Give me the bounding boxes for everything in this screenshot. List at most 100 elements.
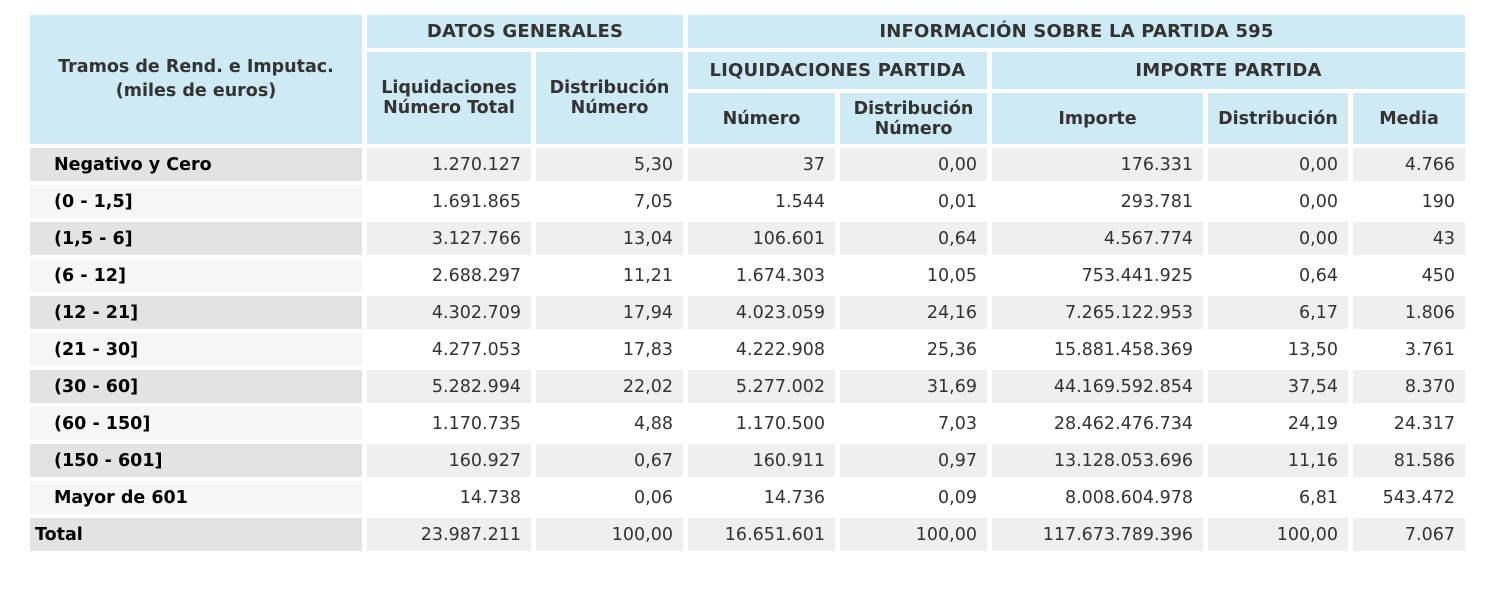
group-header-liquidaciones-partida: LIQUIDACIONES PARTIDA bbox=[688, 52, 987, 89]
table-row: (150 - 601] 160.927 0,67 160.911 0,97 13.128.… bbox=[30, 444, 1465, 477]
value-cell: 0,97 bbox=[840, 444, 987, 477]
value-cell: 17,94 bbox=[536, 296, 683, 329]
value-cell: 10,05 bbox=[840, 259, 987, 292]
value-cell: 5.282.994 bbox=[367, 370, 531, 403]
value-cell: 1.806 bbox=[1353, 296, 1465, 329]
value-cell: 3.127.766 bbox=[367, 222, 531, 255]
value-cell: 450 bbox=[1353, 259, 1465, 292]
table-row: (21 - 30] 4.277.053 17,83 4.222.908 25,36 15.… bbox=[30, 333, 1465, 366]
value-cell: 0,00 bbox=[1208, 185, 1348, 218]
value-cell: 17,83 bbox=[536, 333, 683, 366]
value-cell: 28.462.476.734 bbox=[992, 407, 1203, 440]
value-cell: 4.766 bbox=[1353, 148, 1465, 181]
total-row: Total 23.987.211 100,00 16.651.601 100,00 117… bbox=[30, 518, 1465, 551]
value-cell: 4.222.908 bbox=[688, 333, 835, 366]
value-cell: 0,00 bbox=[1208, 148, 1348, 181]
value-cell: 106.601 bbox=[688, 222, 835, 255]
value-cell: 14.738 bbox=[367, 481, 531, 514]
col-header-distribucion-numero-general: Distribución Número bbox=[536, 52, 683, 144]
value-cell: 11,21 bbox=[536, 259, 683, 292]
table-row: (1,5 - 6] 3.127.766 13,04 106.601 0,64 4.567.… bbox=[30, 222, 1465, 255]
value-cell: 100,00 bbox=[840, 518, 987, 551]
col-header-importe: Importe bbox=[992, 93, 1203, 144]
value-cell: 15.881.458.369 bbox=[992, 333, 1203, 366]
value-cell: 543.472 bbox=[1353, 481, 1465, 514]
col-header-media: Media bbox=[1353, 93, 1465, 144]
value-cell: 4.023.059 bbox=[688, 296, 835, 329]
row-label: (21 - 30] bbox=[30, 333, 362, 366]
value-cell: 293.781 bbox=[992, 185, 1203, 218]
value-cell: 0,64 bbox=[1208, 259, 1348, 292]
col-header-distribucion-numero-partida: Distribución Número bbox=[840, 93, 987, 144]
value-cell: 1.674.303 bbox=[688, 259, 835, 292]
value-cell: 100,00 bbox=[536, 518, 683, 551]
table-row: Negativo y Cero 1.270.127 5,30 37 0,00 176.33… bbox=[30, 148, 1465, 181]
col-header-distribucion: Distribución bbox=[1208, 93, 1348, 144]
table-row: (6 - 12] 2.688.297 11,21 1.674.303 10,05 753.… bbox=[30, 259, 1465, 292]
row-label: Negativo y Cero bbox=[30, 148, 362, 181]
value-cell: 117.673.789.396 bbox=[992, 518, 1203, 551]
value-cell: 0,67 bbox=[536, 444, 683, 477]
value-cell: 6,17 bbox=[1208, 296, 1348, 329]
value-cell: 81.586 bbox=[1353, 444, 1465, 477]
value-cell: 22,02 bbox=[536, 370, 683, 403]
value-cell: 5.277.002 bbox=[688, 370, 835, 403]
value-cell: 23.987.211 bbox=[367, 518, 531, 551]
value-cell: 7,05 bbox=[536, 185, 683, 218]
table-header: Tramos de Rend. e Imputac. (miles de eur… bbox=[30, 15, 1465, 144]
value-cell: 4.567.774 bbox=[992, 222, 1203, 255]
value-cell: 190 bbox=[1353, 185, 1465, 218]
row-label: (60 - 150] bbox=[30, 407, 362, 440]
value-cell: 14.736 bbox=[688, 481, 835, 514]
table-row: Mayor de 601 14.738 0,06 14.736 0,09 8.008.60… bbox=[30, 481, 1465, 514]
value-cell: 160.911 bbox=[688, 444, 835, 477]
value-cell: 7,03 bbox=[840, 407, 987, 440]
value-cell: 2.688.297 bbox=[367, 259, 531, 292]
value-cell: 24,16 bbox=[840, 296, 987, 329]
value-cell: 0,09 bbox=[840, 481, 987, 514]
col-header-numero: Número bbox=[688, 93, 835, 144]
table-body: Negativo y Cero 1.270.127 5,30 37 0,00 176.33… bbox=[30, 148, 1465, 551]
value-cell: 24,19 bbox=[1208, 407, 1348, 440]
table-container: Tramos de Rend. e Imputac. (miles de eur… bbox=[25, 11, 1470, 555]
value-cell: 43 bbox=[1353, 222, 1465, 255]
value-cell: 1.170.735 bbox=[367, 407, 531, 440]
value-cell: 44.169.592.854 bbox=[992, 370, 1203, 403]
value-cell: 13,04 bbox=[536, 222, 683, 255]
row-label: (12 - 21] bbox=[30, 296, 362, 329]
group-header-datos-generales: DATOS GENERALES bbox=[367, 15, 683, 48]
value-cell: 753.441.925 bbox=[992, 259, 1203, 292]
table-row: (0 - 1,5] 1.691.865 7,05 1.544 0,01 293.781 0,… bbox=[30, 185, 1465, 218]
value-cell: 0,64 bbox=[840, 222, 987, 255]
value-cell: 1.270.127 bbox=[367, 148, 531, 181]
row-label: (6 - 12] bbox=[30, 259, 362, 292]
group-header-importe-partida: IMPORTE PARTIDA bbox=[992, 52, 1465, 89]
value-cell: 11,16 bbox=[1208, 444, 1348, 477]
row-label: (1,5 - 6] bbox=[30, 222, 362, 255]
value-cell: 37 bbox=[688, 148, 835, 181]
value-cell: 1.691.865 bbox=[367, 185, 531, 218]
group-header-informacion-partida: INFORMACIÓN SOBRE LA PARTIDA 595 bbox=[688, 15, 1465, 48]
value-cell: 1.170.500 bbox=[688, 407, 835, 440]
col-header-liquidaciones-numero-total: Liquidaciones Número Total bbox=[367, 52, 531, 144]
value-cell: 0,06 bbox=[536, 481, 683, 514]
row-label: (0 - 1,5] bbox=[30, 185, 362, 218]
value-cell: 100,00 bbox=[1208, 518, 1348, 551]
value-cell: 7.067 bbox=[1353, 518, 1465, 551]
statistics-table: Tramos de Rend. e Imputac. (miles de eur… bbox=[25, 11, 1470, 555]
value-cell: 0,01 bbox=[840, 185, 987, 218]
value-cell: 4.277.053 bbox=[367, 333, 531, 366]
value-cell: 0,00 bbox=[840, 148, 987, 181]
value-cell: 25,36 bbox=[840, 333, 987, 366]
value-cell: 16.651.601 bbox=[688, 518, 835, 551]
row-label: Total bbox=[30, 518, 362, 551]
value-cell: 3.761 bbox=[1353, 333, 1465, 366]
value-cell: 0,00 bbox=[1208, 222, 1348, 255]
value-cell: 176.331 bbox=[992, 148, 1203, 181]
value-cell: 7.265.122.953 bbox=[992, 296, 1203, 329]
table-row: (12 - 21] 4.302.709 17,94 4.023.059 24,16 7.2… bbox=[30, 296, 1465, 329]
value-cell: 31,69 bbox=[840, 370, 987, 403]
value-cell: 24.317 bbox=[1353, 407, 1465, 440]
table-row: (60 - 150] 1.170.735 4,88 1.170.500 7,03 28.4… bbox=[30, 407, 1465, 440]
